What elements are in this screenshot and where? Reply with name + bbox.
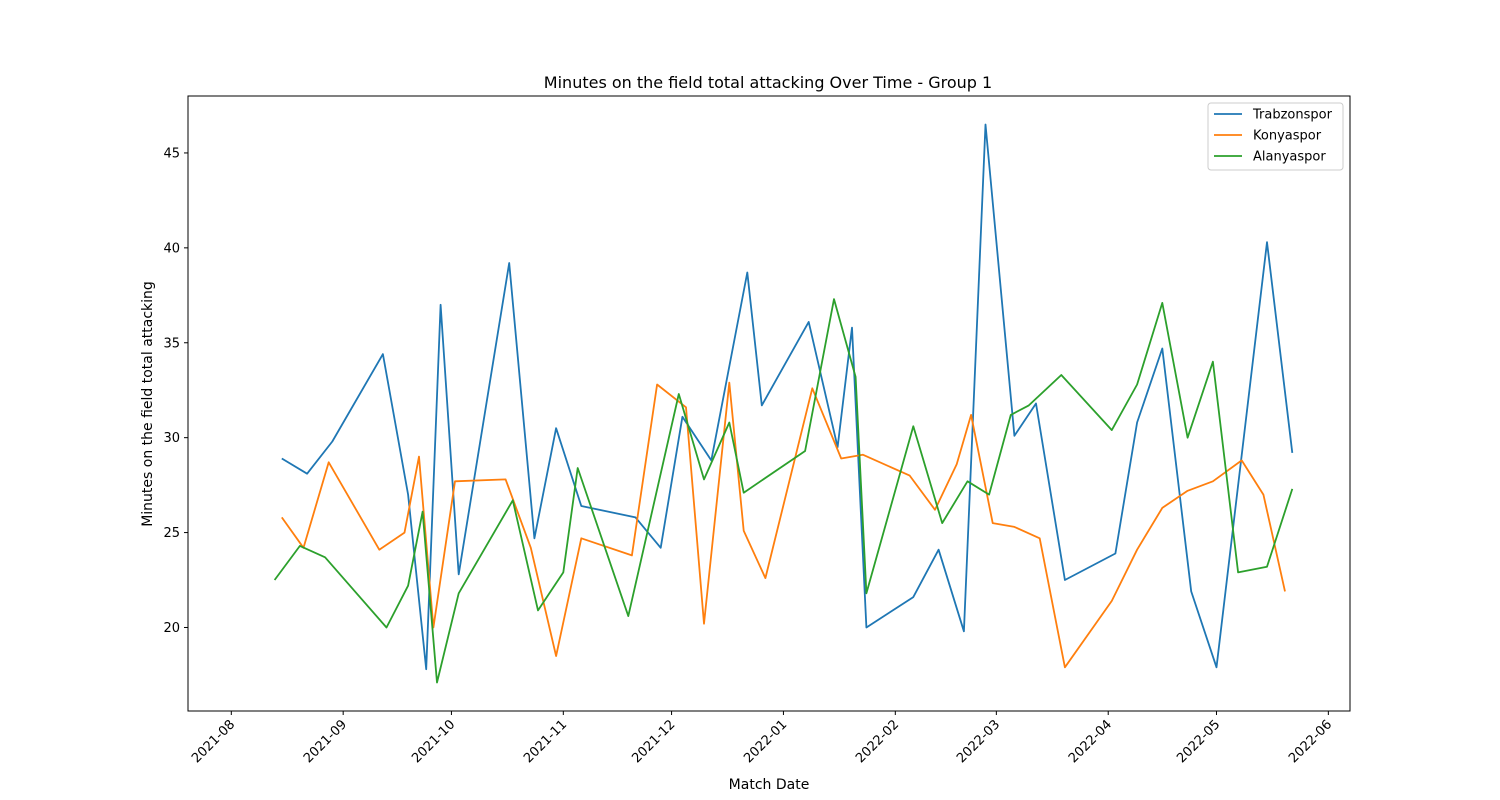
series-line-trabzonspor	[281, 123, 1294, 671]
y-tick-label: 25	[163, 526, 180, 541]
plot-area-frame	[187, 95, 1351, 712]
series-line-alanyaspor	[273, 298, 1294, 684]
x-tick-label: 2021-08	[189, 717, 238, 766]
series-lines	[273, 123, 1294, 684]
y-tick-label: 35	[163, 336, 180, 351]
legend-box	[1207, 102, 1344, 171]
y-tick-label: 45	[163, 146, 180, 161]
y-tick-label: 20	[163, 621, 180, 636]
x-tick-label: 2022-03	[954, 717, 1003, 766]
x-tick-label: 2021-10	[409, 717, 458, 766]
chart-title: Minutes on the field total attacking Ove…	[544, 73, 992, 92]
x-tick-label: 2021-09	[301, 717, 350, 766]
x-tick-label: 2021-12	[629, 717, 678, 766]
x-axis-label: Match Date	[729, 777, 810, 793]
x-tick-label: 2022-06	[1286, 717, 1335, 766]
x-tick-label: 2022-05	[1174, 717, 1223, 766]
y-axis-label: Minutes on the field total attacking	[140, 281, 156, 527]
x-tick-label: 2021-11	[521, 717, 570, 766]
legend-label: Alanyaspor	[1253, 150, 1326, 165]
y-tick-label: 30	[163, 431, 180, 446]
x-tick-label: 2022-04	[1066, 717, 1115, 766]
x-axis-ticks: 2021-08 2021-09 2021-10 2021-11 2021-12 2022-…	[189, 711, 1335, 766]
legend: Trabzonspor Konyaspor Alanyaspor	[1207, 102, 1344, 171]
legend-label: Trabzonspor	[1252, 108, 1333, 123]
series-line-konyaspor	[281, 381, 1286, 669]
y-tick-label: 40	[163, 241, 180, 256]
x-tick-label: 2022-02	[853, 717, 902, 766]
legend-label: Konyaspor	[1253, 129, 1322, 144]
x-tick-label: 2022-01	[741, 717, 790, 766]
y-axis-ticks: 20 25 30 35 40 45	[163, 146, 188, 636]
